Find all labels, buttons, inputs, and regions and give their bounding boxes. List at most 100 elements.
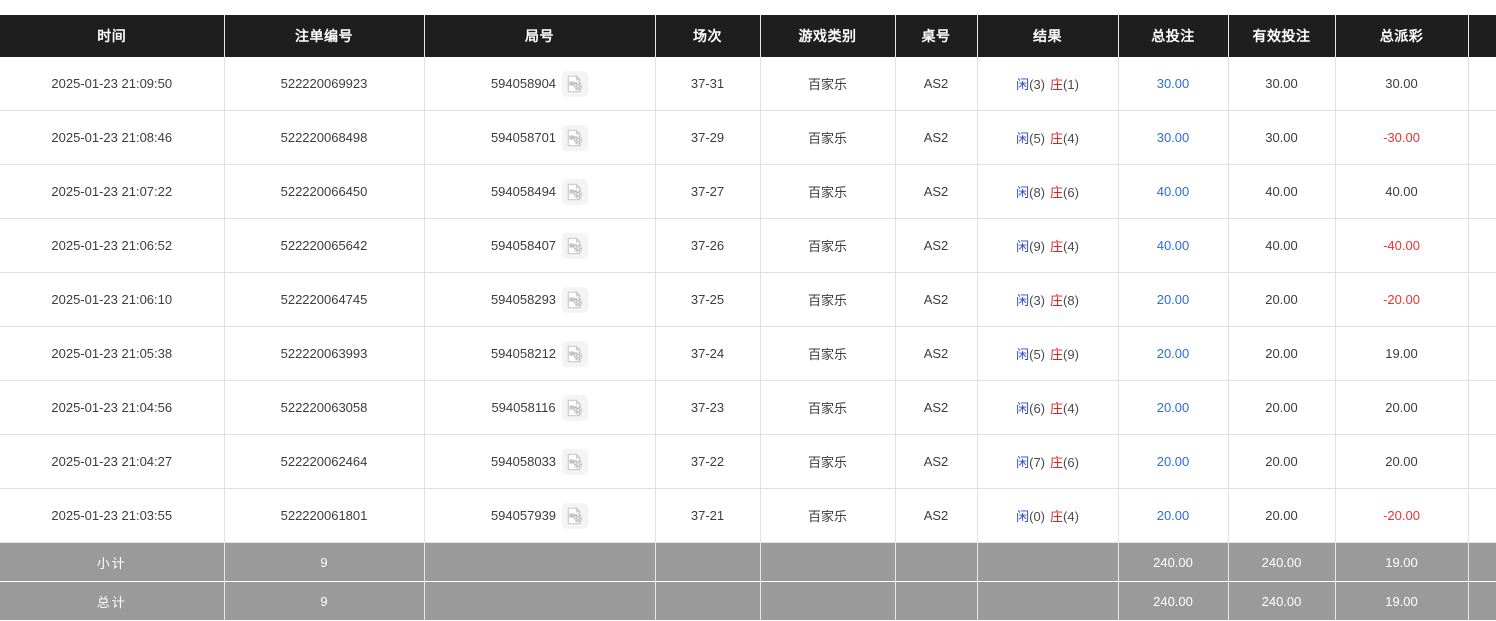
column-header-result[interactable]: 结果 [977,15,1119,57]
top-gutter [0,0,1496,15]
result-player-value: (6) [1029,401,1045,416]
total-bet-link[interactable]: 40.00 [1156,184,1190,199]
video-replay-icon[interactable] [562,178,589,205]
cell-session: 37-21 [655,488,761,543]
round-number: 594058033 [490,454,557,469]
column-header-payout[interactable]: 总派彩 [1335,15,1469,57]
cell-payout: 30.00 [1335,57,1469,111]
result-player-label: 闲 [1016,185,1030,200]
cell-result: 闲(0) 庄(4) [977,488,1119,543]
video-replay-icon[interactable] [562,448,589,475]
column-header-game[interactable]: 游戏类别 [760,15,896,57]
total-bet-link[interactable]: 30.00 [1156,76,1190,91]
total-bet-link[interactable]: 20.00 [1156,454,1190,469]
cell-session: 37-26 [655,218,761,273]
total-bet-link[interactable]: 20.00 [1156,508,1190,523]
total-bet-link[interactable]: 20.00 [1156,292,1190,307]
result-banker-value: (4) [1063,401,1079,416]
cell-time: 2025-01-23 21:07:22 [0,164,225,219]
video-replay-icon[interactable] [562,502,589,529]
cell-payout: 19.00 [1335,326,1469,381]
valid-bet-value: 20.00 [1265,400,1298,415]
summary-table-no [895,542,978,582]
summary-extra [1468,542,1496,582]
result-banker-label: 庄 [1050,131,1064,146]
column-header-table-no[interactable]: 桌号 [895,15,978,57]
cell-bet-id: 522220063993 [224,326,425,381]
cell-game: 百家乐 [760,110,896,165]
column-header-extra[interactable] [1468,15,1496,57]
total-bet-link[interactable]: 40.00 [1156,238,1190,253]
total-bet-link[interactable]: 20.00 [1156,400,1190,415]
cell-session: 37-29 [655,110,761,165]
total-bet-link[interactable]: 30.00 [1156,130,1190,145]
cell-total-bet: 30.00 [1118,57,1229,111]
header-row: 时间 注单编号 局号 场次 游戏类别 桌号 结果 总投注 有效投注 总派彩 [0,15,1496,57]
video-replay-icon[interactable] [562,70,589,97]
result-banker-label: 庄 [1050,239,1064,254]
cell-valid-bet: 40.00 [1228,164,1336,219]
cell-extra [1468,164,1496,219]
result-banker-value: (1) [1063,77,1079,92]
result-player-value: (0) [1029,509,1045,524]
result-player-label: 闲 [1016,509,1030,524]
bet-history-table: 时间 注单编号 局号 场次 游戏类别 桌号 结果 总投注 有效投注 总派彩 20… [0,15,1496,621]
column-header-round[interactable]: 局号 [424,15,656,57]
cell-extra [1468,218,1496,273]
result-player-label: 闲 [1016,293,1030,308]
cell-total-bet: 20.00 [1118,326,1229,381]
cell-result: 闲(9) 庄(4) [977,218,1119,273]
valid-bet-value: 40.00 [1265,184,1298,199]
result-banker-label: 庄 [1050,401,1064,416]
summary-payout: 19.00 [1335,542,1469,582]
summary-game [760,581,896,621]
result-player-value: (5) [1029,347,1045,362]
video-replay-icon[interactable] [562,286,589,313]
cell-result: 闲(3) 庄(1) [977,57,1119,111]
cell-result: 闲(7) 庄(6) [977,434,1119,489]
video-replay-icon[interactable] [562,124,589,151]
round-number: 594058904 [490,76,557,91]
cell-session: 37-31 [655,57,761,111]
cell-table-no: AS2 [895,434,978,489]
total-bet-link[interactable]: 20.00 [1156,346,1190,361]
round-number: 594058116 [491,400,556,415]
summary-game [760,542,896,582]
cell-table-no: AS2 [895,272,978,327]
cell-time: 2025-01-23 21:05:38 [0,326,225,381]
cell-bet-id: 522220063058 [224,380,425,435]
result-player-label: 闲 [1016,347,1030,362]
result-banker-label: 庄 [1050,185,1064,200]
summary-row: 总计 9 240.00 240.00 19.00 [0,581,1496,621]
video-replay-icon[interactable] [562,340,589,367]
payout-value: -30.00 [1383,130,1420,145]
cell-bet-id: 522220068498 [224,110,425,165]
column-header-time[interactable]: 时间 [0,15,225,57]
result-player-value: (3) [1029,77,1045,92]
cell-game: 百家乐 [760,380,896,435]
cell-bet-id: 522220066450 [224,164,425,219]
cell-round: 594058116 [424,380,656,435]
result-banker-value: (9) [1063,347,1079,362]
cell-round: 594058033 [424,434,656,489]
result-player-label: 闲 [1016,77,1030,92]
result-player-label: 闲 [1016,239,1030,254]
cell-round: 594058293 [424,272,656,327]
column-header-session[interactable]: 场次 [655,15,761,57]
cell-table-no: AS2 [895,110,978,165]
column-header-total-bet[interactable]: 总投注 [1118,15,1229,57]
round-number: 594057939 [490,508,557,523]
table-row: 2025-01-23 21:07:22 522220066450 5940584… [0,164,1496,219]
result-banker-value: (4) [1063,509,1079,524]
column-header-bet-id[interactable]: 注单编号 [224,15,425,57]
valid-bet-value: 40.00 [1265,238,1298,253]
summary-label: 总计 [0,581,225,621]
payout-value: 20.00 [1385,400,1418,415]
cell-round: 594057939 [424,488,656,543]
column-header-valid-bet[interactable]: 有效投注 [1228,15,1336,57]
video-replay-icon[interactable] [561,394,588,421]
video-replay-icon[interactable] [562,232,589,259]
summary-round [424,542,656,582]
cell-extra [1468,326,1496,381]
